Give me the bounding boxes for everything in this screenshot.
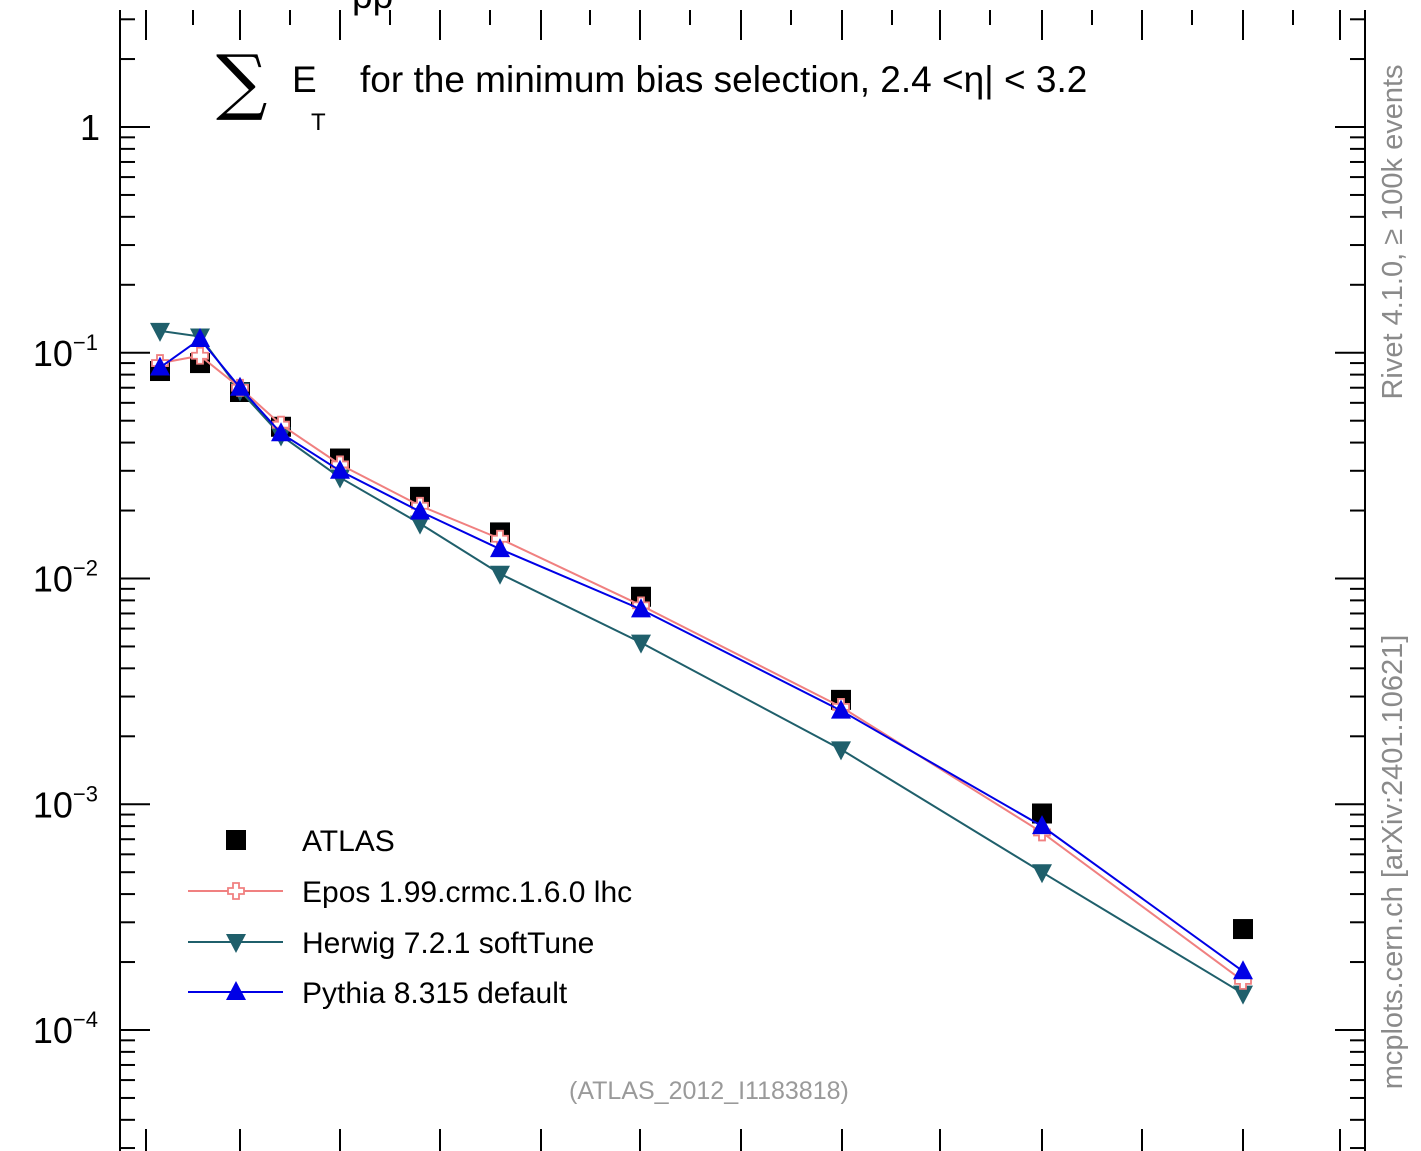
data-point — [631, 598, 651, 618]
data-point — [410, 500, 430, 520]
legend-marker — [226, 934, 246, 953]
legend-label: Herwig 7.2.1 softTune — [302, 927, 594, 960]
site-label: mcplots.cern.ch [arXiv:2401.10621] — [1377, 635, 1409, 1090]
title-variable: E — [292, 59, 317, 100]
legend-marker — [227, 882, 245, 900]
data-point — [1032, 864, 1052, 884]
data-point — [150, 356, 170, 376]
version-label: Rivet 4.1.0, ≥ 100k events — [1377, 64, 1409, 399]
axis-ticks — [120, 10, 1365, 1151]
top-partial-text: pp — [352, 0, 393, 16]
data-point — [230, 376, 250, 396]
data-point — [330, 459, 350, 479]
legend: ATLAS Epos 1.99.crmc.1.6.0 lhc Herwig 7.2.… — [188, 825, 632, 1010]
y-tick-label: 10−1 — [33, 330, 98, 374]
data-point — [490, 538, 510, 558]
chart-title: ∑ E T for the minimum bias selection, 2.… — [216, 39, 1087, 136]
data-point — [191, 346, 209, 365]
legend-marker — [226, 981, 246, 1000]
data-point — [1233, 919, 1253, 940]
data-point — [631, 634, 651, 654]
data-point — [1233, 985, 1253, 1005]
title-variable-subscript: T — [311, 109, 326, 136]
data-point — [490, 565, 510, 585]
legend-entry: Herwig 7.2.1 softTune — [188, 927, 594, 960]
legend-entry: ATLAS — [226, 825, 395, 858]
y-tick-label: 10−4 — [33, 1007, 98, 1051]
legend-label: Epos 1.99.crmc.1.6.0 lhc — [302, 876, 632, 909]
legend-entry: Pythia 8.315 default — [188, 977, 568, 1010]
data-point — [1032, 815, 1052, 835]
legend-marker — [226, 830, 246, 850]
plot-frame — [119, 10, 1366, 1151]
data-point — [410, 486, 430, 507]
title-text: for the minimum bias selection, 2.4 <η| … — [360, 59, 1087, 100]
y-tick-label: 10−2 — [33, 556, 98, 600]
y-tick-labels: 1 10−1 10−2 10−3 10−4 — [33, 107, 100, 1051]
data-point — [410, 515, 430, 535]
data-point — [1233, 960, 1253, 980]
data-point — [150, 322, 170, 342]
data-point — [190, 328, 210, 348]
y-tick-label: 1 — [80, 107, 100, 148]
legend-entry: Epos 1.99.crmc.1.6.0 lhc — [188, 876, 632, 909]
title-sum-symbol: ∑ — [216, 39, 267, 123]
data-point — [831, 699, 851, 719]
series-layer — [150, 322, 1253, 1005]
legend-label: ATLAS — [302, 825, 395, 858]
analysis-label: (ATLAS_2012_I1183818) — [569, 1077, 849, 1105]
data-point — [831, 741, 851, 761]
legend-label: Pythia 8.315 default — [302, 977, 568, 1010]
series-pythia — [150, 328, 1253, 980]
data-point — [1032, 803, 1052, 824]
data-point — [271, 422, 291, 442]
y-tick-label: 10−3 — [33, 781, 98, 825]
